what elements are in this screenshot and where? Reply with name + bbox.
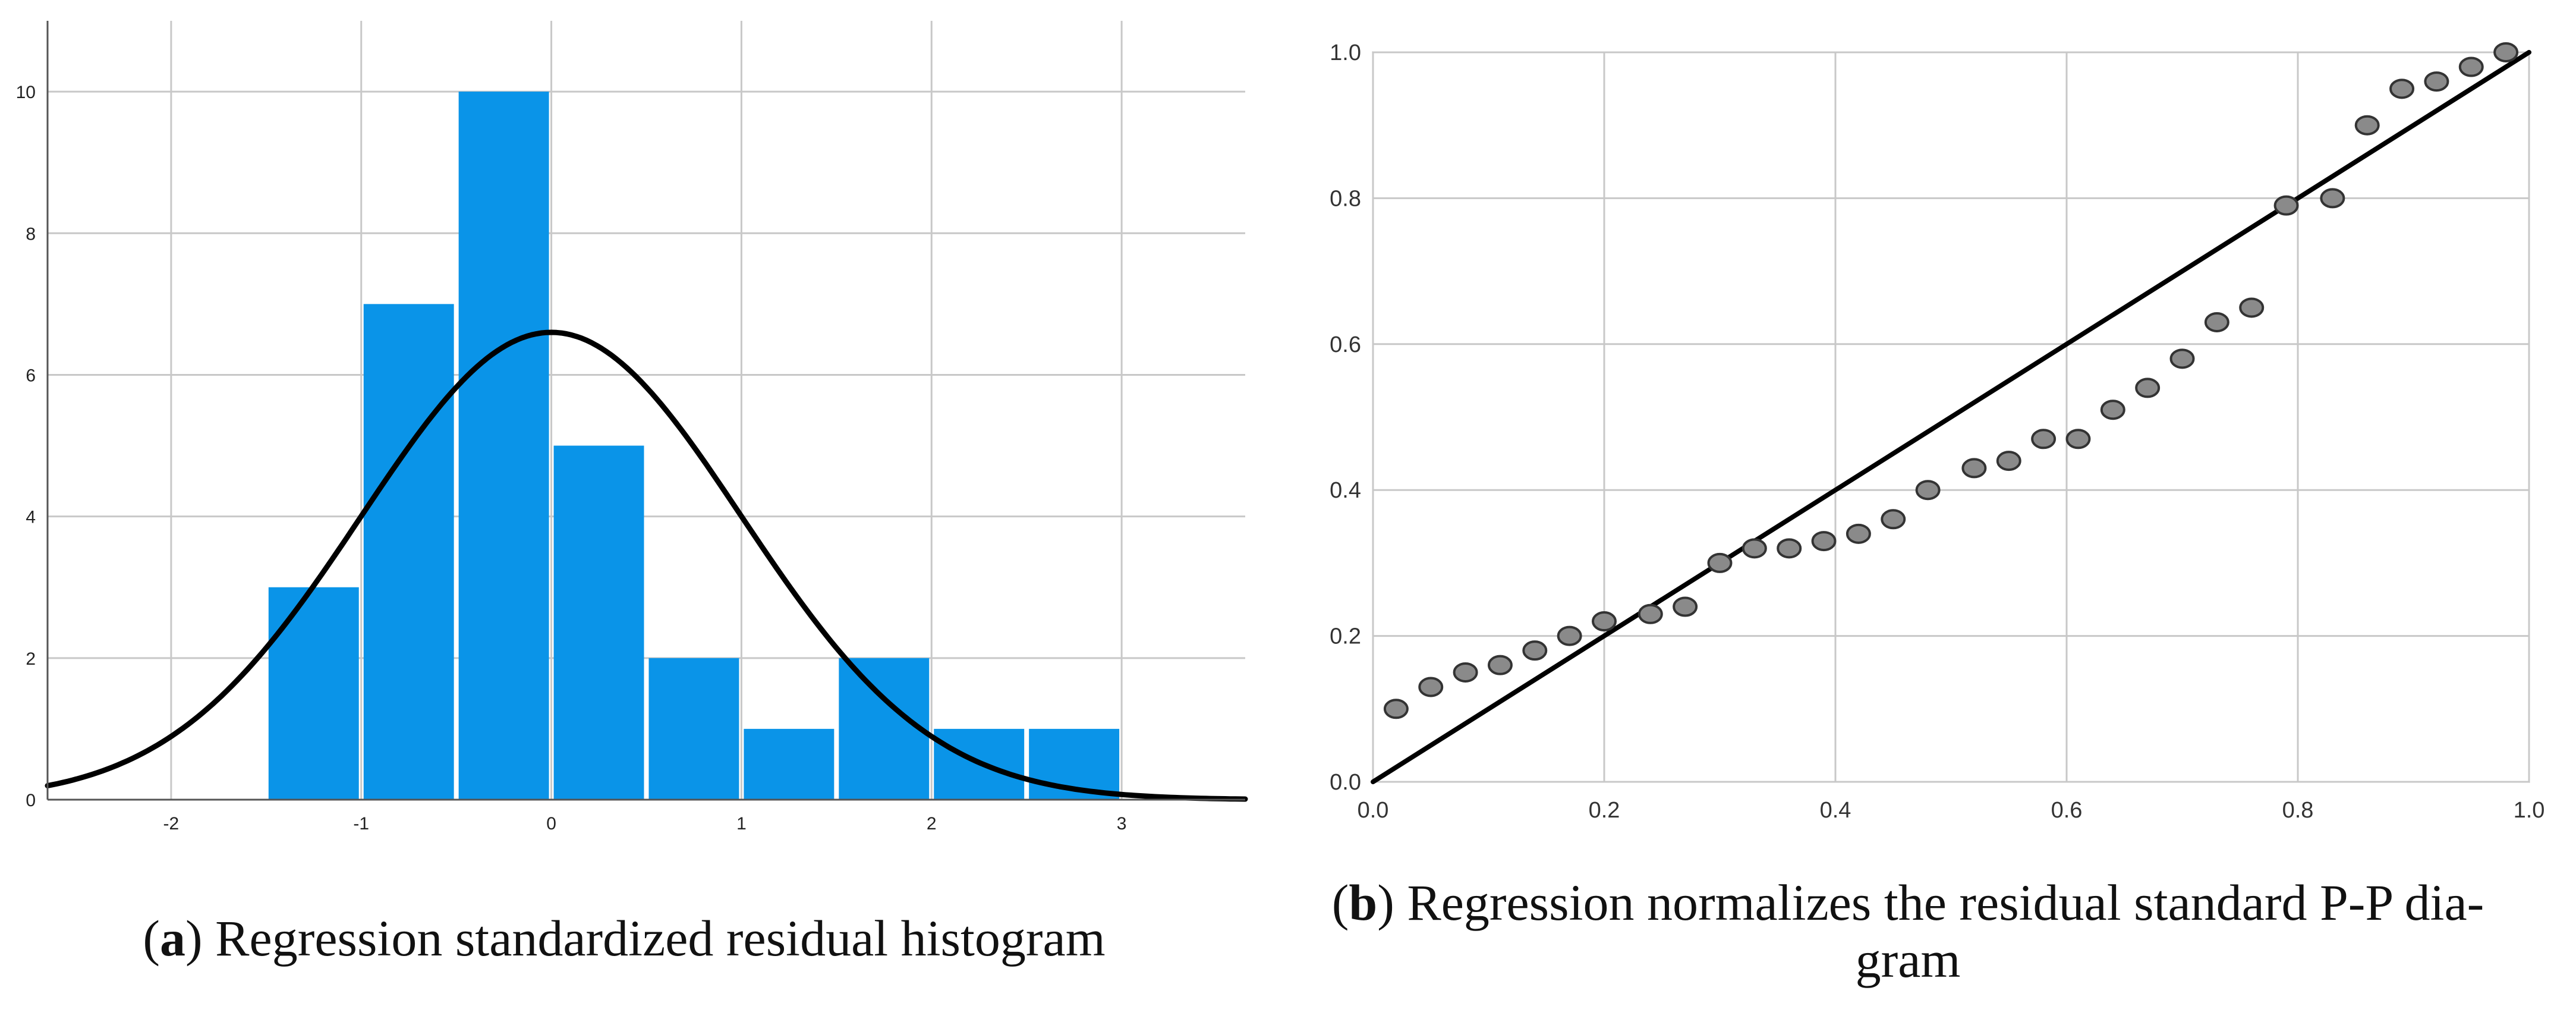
- caption-b-line2: gram: [1855, 931, 1961, 989]
- pp-point-24: [2239, 297, 2265, 318]
- pp-point-12: [1811, 531, 1837, 552]
- pp-point-5: [1557, 625, 1582, 646]
- pp-point-11: [1777, 538, 1802, 559]
- caption-a: (a) Regression standardized residual his…: [143, 910, 1106, 967]
- pp-point-26: [2320, 188, 2345, 209]
- pp-x-tick-label: 0.8: [2282, 798, 2314, 823]
- pp-x-tick-label: 0.2: [1589, 798, 1620, 823]
- pp-x-tick-label: 1.0: [2514, 798, 2545, 823]
- pp-point-27: [2354, 115, 2380, 136]
- pp-point-14: [1881, 509, 1906, 530]
- pp-x-tick-label: 0.6: [2051, 798, 2083, 823]
- histogram-plot-area: [48, 21, 1245, 800]
- histogram-x-tick-labels: -2 -1 0 1 2 3: [163, 814, 1127, 834]
- pp-point-8: [1673, 596, 1698, 617]
- normal-curve: [45, 329, 1248, 802]
- pp-point-20: [2100, 400, 2125, 420]
- histogram-bar-2: [458, 92, 549, 800]
- pp-y-tick-label: 0.2: [1330, 624, 1361, 649]
- histogram-gridlines: [48, 21, 1245, 800]
- pp-point-3: [1487, 655, 1513, 675]
- histogram-axes: [46, 21, 1245, 801]
- pp-x-tick-label: 0.0: [1358, 798, 1389, 823]
- histogram-panel: -2 -1 0 1 2 3 0 2 4 6 8 10: [16, 21, 1248, 834]
- histogram-x-tick-label: 1: [736, 814, 747, 834]
- histogram-bar-3: [553, 445, 644, 800]
- pp-plot-points: [1383, 42, 2519, 719]
- pp-point-10: [1742, 538, 1767, 559]
- pp-point-2: [1453, 662, 1478, 683]
- pp-point-30: [2458, 56, 2484, 77]
- histogram-x-tick-label: -2: [163, 814, 179, 834]
- pp-point-7: [1637, 603, 1663, 624]
- histogram-x-tick-label: -1: [353, 814, 369, 834]
- histogram-x-tick-label: 3: [1117, 814, 1127, 834]
- pp-plot-panel: 0.0 0.2 0.4 0.6 0.8 1.0 0.0 0.2 0.4 0.6 0.8 1.0: [1330, 40, 2544, 823]
- histogram-y-tick-labels: 0 2 4 6 8 10: [16, 83, 36, 810]
- pp-point-31: [2493, 42, 2519, 62]
- pp-point-23: [2204, 312, 2229, 332]
- histogram-bar-1: [363, 304, 454, 800]
- histogram-y-tick-label: 0: [26, 791, 36, 810]
- histogram-x-tick-label: 0: [546, 814, 556, 834]
- pp-point-21: [2135, 378, 2161, 398]
- pp-point-17: [1996, 451, 2021, 471]
- pp-point-4: [1522, 640, 1548, 661]
- pp-y-tick-label: 1.0: [1330, 40, 1361, 65]
- pp-point-9: [1707, 552, 1733, 573]
- histogram-y-tick-label: 6: [26, 366, 36, 385]
- pp-point-18: [2031, 429, 2057, 449]
- histogram-bar-0: [268, 587, 359, 800]
- pp-x-tick-label: 0.4: [1820, 798, 1851, 823]
- caption-a-text: Regression standardized residual histogr…: [202, 910, 1106, 967]
- pp-point-6: [1592, 611, 1617, 632]
- pp-y-tick-label: 0.0: [1330, 770, 1361, 795]
- pp-point-29: [2424, 71, 2449, 92]
- histogram-x-tick-label: 2: [927, 814, 937, 834]
- pp-point-1: [1418, 677, 1444, 697]
- pp-y-tick-label: 0.6: [1330, 332, 1361, 357]
- histogram-y-tick-label: 8: [26, 224, 36, 244]
- histogram-bar-6: [839, 658, 930, 800]
- histogram-y-tick-label: 4: [26, 508, 36, 527]
- histogram-bar-4: [648, 658, 739, 800]
- pp-x-tick-labels: 0.0 0.2 0.4 0.6 0.8 1.0: [1358, 798, 2545, 823]
- caption-b-line1: Regression normalizes the residual stand…: [1394, 874, 2484, 931]
- pp-point-13: [1846, 523, 1871, 544]
- caption-a-letter: a: [160, 910, 186, 967]
- pp-y-tick-label: 0.8: [1330, 186, 1361, 211]
- pp-point-16: [1961, 458, 1987, 479]
- histogram-y-tick-label: 10: [16, 83, 36, 102]
- pp-point-22: [2169, 348, 2195, 369]
- pp-point-25: [2273, 195, 2299, 216]
- histogram-y-tick-label: 2: [26, 649, 36, 669]
- pp-reference-line: [1371, 50, 2531, 784]
- caption-b: (b) Regression normalizes the residual s…: [1331, 874, 2484, 989]
- pp-point-15: [1915, 480, 1941, 501]
- histogram-bar-5: [744, 728, 834, 800]
- pp-y-tick-labels: 0.0 0.2 0.4 0.6 0.8 1.0: [1330, 40, 1361, 795]
- pp-point-19: [2065, 429, 2091, 449]
- pp-point-28: [2389, 78, 2415, 99]
- pp-y-tick-label: 0.4: [1330, 478, 1361, 503]
- caption-b-letter: b: [1349, 874, 1378, 931]
- pp-point-0: [1383, 699, 1409, 719]
